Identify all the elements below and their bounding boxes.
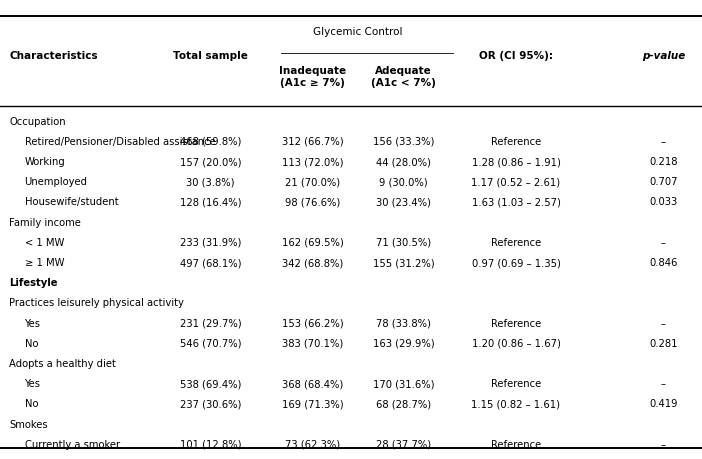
Text: 1.63 (1.03 – 2.57): 1.63 (1.03 – 2.57) [472, 197, 560, 207]
Text: 1.15 (0.82 – 1.61): 1.15 (0.82 – 1.61) [472, 399, 560, 409]
Text: No: No [25, 399, 38, 409]
Text: 30 (23.4%): 30 (23.4%) [376, 197, 431, 207]
Text: Reference: Reference [491, 238, 541, 248]
Text: Occupation: Occupation [9, 117, 66, 127]
Text: 30 (3.8%): 30 (3.8%) [186, 177, 235, 187]
Text: Currently a smoker: Currently a smoker [25, 440, 120, 450]
Text: Adequate
(A1c < 7%): Adequate (A1c < 7%) [371, 66, 436, 88]
Text: Reference: Reference [491, 440, 541, 450]
Text: 68 (28.7%): 68 (28.7%) [376, 399, 431, 409]
Text: –: – [661, 379, 666, 389]
Text: Housewife/student: Housewife/student [25, 197, 118, 207]
Text: ≥ 1 MW: ≥ 1 MW [25, 258, 64, 268]
Text: Smokes: Smokes [9, 420, 48, 430]
Text: –: – [661, 238, 666, 248]
Text: 0.707: 0.707 [649, 177, 677, 187]
Text: 101 (12.8%): 101 (12.8%) [180, 440, 241, 450]
Text: 233 (31.9%): 233 (31.9%) [180, 238, 241, 248]
Text: 0.281: 0.281 [649, 339, 677, 349]
Text: Total sample: Total sample [173, 51, 248, 61]
Text: Lifestyle: Lifestyle [9, 278, 58, 288]
Text: OR (CI 95%):: OR (CI 95%): [479, 51, 553, 61]
Text: 163 (29.9%): 163 (29.9%) [373, 339, 435, 349]
Text: Reference: Reference [491, 379, 541, 389]
Text: 538 (69.4%): 538 (69.4%) [180, 379, 241, 389]
Text: 546 (70.7%): 546 (70.7%) [180, 339, 241, 349]
Text: 497 (68.1%): 497 (68.1%) [180, 258, 241, 268]
Text: 44 (28.0%): 44 (28.0%) [376, 157, 431, 167]
Text: 71 (30.5%): 71 (30.5%) [376, 238, 431, 248]
Text: 0.419: 0.419 [649, 399, 677, 409]
Text: Unemployed: Unemployed [25, 177, 88, 187]
Text: Practices leisurely physical activity: Practices leisurely physical activity [9, 298, 184, 308]
Text: –: – [661, 319, 666, 329]
Text: 0.846: 0.846 [649, 258, 677, 268]
Text: < 1 MW: < 1 MW [25, 238, 64, 248]
Text: Glycemic Control: Glycemic Control [313, 27, 403, 37]
Text: 368 (68.4%): 368 (68.4%) [282, 379, 343, 389]
Text: p-value: p-value [642, 51, 685, 61]
Text: Yes: Yes [25, 319, 41, 329]
Text: 128 (16.4%): 128 (16.4%) [180, 197, 241, 207]
Text: 169 (71.3%): 169 (71.3%) [282, 399, 343, 409]
Text: Family income: Family income [9, 218, 81, 228]
Text: 21 (70.0%): 21 (70.0%) [285, 177, 340, 187]
Text: 1.28 (0.86 – 1.91): 1.28 (0.86 – 1.91) [472, 157, 560, 167]
Text: 155 (31.2%): 155 (31.2%) [373, 258, 435, 268]
Text: 170 (31.6%): 170 (31.6%) [373, 379, 435, 389]
Text: –: – [661, 137, 666, 147]
Text: 468 (59.8%): 468 (59.8%) [180, 137, 241, 147]
Text: 9 (30.0%): 9 (30.0%) [379, 177, 428, 187]
Text: No: No [25, 339, 38, 349]
Text: 162 (69.5%): 162 (69.5%) [282, 238, 343, 248]
Text: Yes: Yes [25, 379, 41, 389]
Text: 312 (66.7%): 312 (66.7%) [282, 137, 343, 147]
Text: 98 (76.6%): 98 (76.6%) [285, 197, 340, 207]
Text: 1.20 (0.86 – 1.67): 1.20 (0.86 – 1.67) [472, 339, 560, 349]
Text: 156 (33.3%): 156 (33.3%) [373, 137, 435, 147]
Text: 383 (70.1%): 383 (70.1%) [282, 339, 343, 349]
Text: 231 (29.7%): 231 (29.7%) [180, 319, 241, 329]
Text: 342 (68.8%): 342 (68.8%) [282, 258, 343, 268]
Text: 73 (62.3%): 73 (62.3%) [285, 440, 340, 450]
Text: Retired/Pensioner/Disabled assistance: Retired/Pensioner/Disabled assistance [25, 137, 216, 147]
Text: Adopts a healthy diet: Adopts a healthy diet [9, 359, 116, 369]
Text: Working: Working [25, 157, 65, 167]
Text: 0.97 (0.69 – 1.35): 0.97 (0.69 – 1.35) [472, 258, 560, 268]
Text: 78 (33.8%): 78 (33.8%) [376, 319, 431, 329]
Text: –: – [661, 440, 666, 450]
Text: 1.17 (0.52 – 2.61): 1.17 (0.52 – 2.61) [472, 177, 560, 187]
Text: 157 (20.0%): 157 (20.0%) [180, 157, 241, 167]
Text: 0.218: 0.218 [649, 157, 677, 167]
Text: 153 (66.2%): 153 (66.2%) [282, 319, 343, 329]
Text: Reference: Reference [491, 137, 541, 147]
Text: 113 (72.0%): 113 (72.0%) [282, 157, 343, 167]
Text: Characteristics: Characteristics [9, 51, 98, 61]
Text: 0.033: 0.033 [649, 197, 677, 207]
Text: Reference: Reference [491, 319, 541, 329]
Text: 28 (37.7%): 28 (37.7%) [376, 440, 431, 450]
Text: Inadequate
(A1c ≥ 7%): Inadequate (A1c ≥ 7%) [279, 66, 346, 88]
Text: 237 (30.6%): 237 (30.6%) [180, 399, 241, 409]
